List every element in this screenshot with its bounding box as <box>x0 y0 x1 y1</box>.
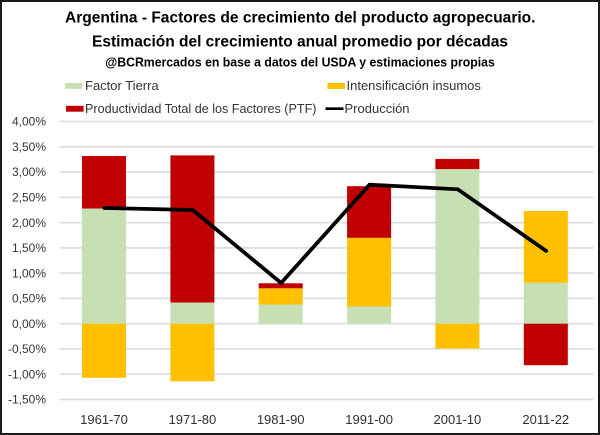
svg-text:Productividad Total de los Fac: Productividad Total de los Factores (PTF… <box>85 101 317 116</box>
svg-text:-1,50%: -1,50% <box>8 393 46 407</box>
svg-text:1991-00: 1991-00 <box>345 412 393 427</box>
svg-text:3,50%: 3,50% <box>12 140 46 154</box>
svg-text:0,50%: 0,50% <box>12 292 46 306</box>
svg-text:1,50%: 1,50% <box>12 241 46 255</box>
svg-text:2011-22: 2011-22 <box>522 412 569 427</box>
svg-text:2,00%: 2,00% <box>12 216 46 230</box>
svg-text:-1,00%: -1,00% <box>8 367 46 381</box>
svg-text:3,00%: 3,00% <box>12 165 46 179</box>
svg-text:1961-70: 1961-70 <box>80 412 128 427</box>
svg-text:-0,50%: -0,50% <box>8 342 46 356</box>
svg-text:2,50%: 2,50% <box>12 191 46 205</box>
svg-text:Factor Tierra: Factor Tierra <box>85 78 159 93</box>
svg-text:0,00%: 0,00% <box>12 317 46 331</box>
svg-text:1971-80: 1971-80 <box>169 412 217 427</box>
svg-text:Estimación del crecimiento anu: Estimación del crecimiento anual promedi… <box>92 33 508 50</box>
svg-text:4,00%: 4,00% <box>12 115 46 129</box>
svg-text:1,00%: 1,00% <box>12 266 46 280</box>
svg-text:@BCRmercados en base a datos d: @BCRmercados en base a datos del USDA y … <box>105 54 495 69</box>
svg-text:1981-90: 1981-90 <box>257 412 305 427</box>
svg-text:2001-10: 2001-10 <box>434 412 482 427</box>
svg-text:Argentina - Factores de crecim: Argentina - Factores de crecimiento del … <box>65 10 536 27</box>
svg-text:Producción: Producción <box>345 101 410 116</box>
svg-text:Intensificación insumos: Intensificación insumos <box>347 78 482 93</box>
